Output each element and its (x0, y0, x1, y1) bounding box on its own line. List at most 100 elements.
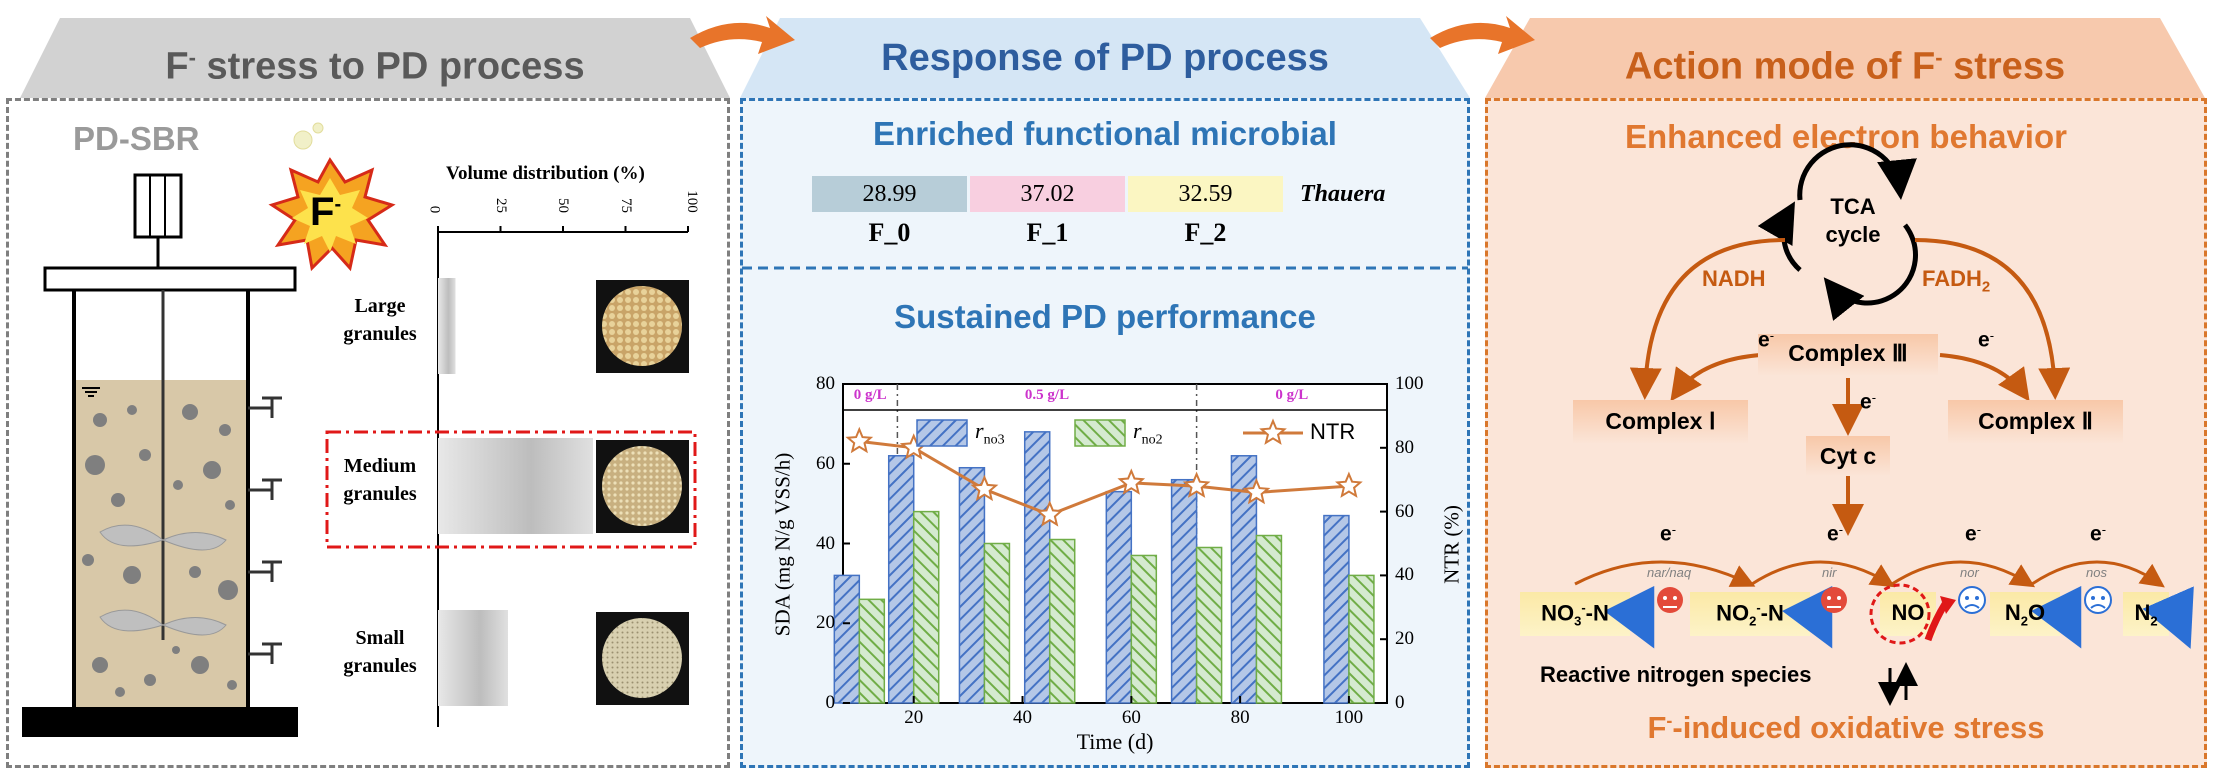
electron-wrap: e- (1660, 522, 1676, 546)
angry-face-icon (1657, 587, 1683, 613)
electron-charge: - (1989, 328, 1995, 343)
impeller-icon (99, 524, 227, 551)
ntr-point (1117, 468, 1146, 495)
n2o-label: N2O (2004, 600, 2046, 629)
panel2-header-bg (740, 18, 1470, 98)
x-tick-label: 20 (904, 707, 924, 728)
panel3-bottom: F--induced oxidative stress (1647, 710, 2045, 745)
vd-bar (438, 610, 508, 706)
no-label: NO (1891, 600, 1925, 625)
group-label: F_1 (1026, 218, 1069, 247)
n2-label: N2 (2134, 600, 2158, 629)
bar-rno3 (1105, 490, 1133, 704)
up-trend-icon (1924, 602, 1948, 642)
granule-label-line1: Small (355, 627, 405, 649)
legend-ntr-marker (1259, 418, 1287, 445)
x-axis-title: Time (d) (1076, 729, 1154, 754)
granule-label-line2: granules (343, 655, 417, 677)
legend-swatch-rno3 (916, 419, 968, 447)
x-tick-label: 100 (1334, 707, 1364, 728)
electron-charge: - (1671, 522, 1677, 537)
enzyme-nor: nor (1960, 565, 1979, 580)
ntr-point (1182, 471, 1211, 498)
no-highlight-circle (1869, 583, 1931, 645)
y-tick-label: 80 (816, 373, 835, 394)
tca-line2: cycle (1825, 222, 1881, 247)
complex-iii-box (1758, 334, 1938, 376)
ntr-point (845, 426, 874, 454)
panel2-sub1: Enriched functional microbial (873, 115, 1337, 152)
electron-wrap: e- (1827, 522, 1843, 546)
electron-label: e (1978, 328, 1990, 352)
vd-title: Volume distribution (%) (446, 163, 645, 184)
y-tick-label: 20 (816, 612, 835, 634)
rns-label: Reactive nitrogen species (1540, 662, 1812, 687)
panel2-title: Response of PD process (881, 37, 1329, 79)
bar-rno2 (1255, 534, 1283, 704)
sad-face-icon (1958, 586, 1986, 614)
vd-bar (438, 438, 593, 534)
granules-in-reactor (82, 404, 238, 697)
complex-ii-box (1948, 400, 2123, 444)
complex-i-label: Complex Ⅰ (1605, 408, 1716, 434)
reactor-base (22, 707, 298, 737)
y2-tick-label: 40 (1395, 564, 1414, 586)
sad-face-icon (2084, 586, 2112, 614)
y2-tick-label: 0 (1395, 692, 1405, 713)
group-label: F_0 (868, 218, 911, 247)
electron-charge: - (1769, 328, 1775, 343)
reactor-label: PD-SBR (73, 120, 200, 157)
cytc-box (1806, 436, 1890, 476)
ntr-point (1335, 471, 1363, 498)
vd-bar (438, 278, 456, 374)
group-label: F_2 (1184, 218, 1227, 247)
nadh-label: NADH (1702, 266, 1766, 291)
y-tick-label: 40 (816, 532, 835, 554)
tca-line1: TCA (1830, 194, 1876, 219)
bar-rno2 (983, 542, 1011, 704)
complex-i-box (1573, 400, 1748, 444)
electron-wrap: e- (2090, 522, 2106, 546)
y2-tick-label: 80 (1395, 436, 1414, 458)
electron-label: e (1660, 522, 1672, 546)
granule-label-line1: Large (354, 295, 406, 317)
electron-label: e (2090, 522, 2102, 546)
legend-rno3: rno3 (975, 418, 1005, 448)
panel3-header-bg (1485, 18, 2205, 98)
abundance-cell: 37.02 (970, 176, 1125, 212)
ntr-point (1035, 500, 1064, 527)
electron-charge: - (2101, 522, 2107, 537)
panel2-sub2: Sustained PD performance (894, 298, 1316, 335)
medium-highlight-box (325, 430, 697, 549)
panel1-title: F- stress to PD process (165, 45, 585, 88)
legend-ntr: NTR (1310, 419, 1356, 444)
y2-tick-label: 20 (1395, 628, 1414, 650)
electron-charge: - (1976, 522, 1982, 537)
bar-rno3 (1323, 514, 1350, 704)
granule-label-line1: Medium (343, 455, 417, 477)
tca-label: TCA cycle (1813, 193, 1893, 249)
bar-rno2 (1130, 554, 1158, 704)
enzyme-nir: nir (1822, 565, 1837, 580)
electron-wrap: e- (1978, 328, 1994, 352)
angry-face-icon (1821, 587, 1847, 613)
complex-iii-label: Complex Ⅲ (1788, 340, 1908, 366)
reactor-lid (43, 266, 297, 292)
arrow-icon-1 (690, 16, 795, 54)
x-tick-label: 40 (1013, 707, 1033, 728)
granule-label-line2: granules (343, 483, 417, 505)
y-tick-label: 0 (825, 692, 836, 713)
electron-label: e (1758, 328, 1770, 352)
electron-charge: - (1838, 522, 1844, 537)
tap-icon (248, 396, 282, 664)
fadh-label: FADH2 (1922, 266, 1991, 296)
y2-tick-label: 60 (1395, 500, 1414, 522)
no3-label: NO3--N (1541, 600, 1609, 629)
bar-rno2 (1348, 574, 1375, 704)
abundance-cell: 28.99 (812, 176, 967, 212)
fluoride-badge: F- (310, 190, 342, 234)
enzyme-nos: nos (2086, 565, 2107, 580)
